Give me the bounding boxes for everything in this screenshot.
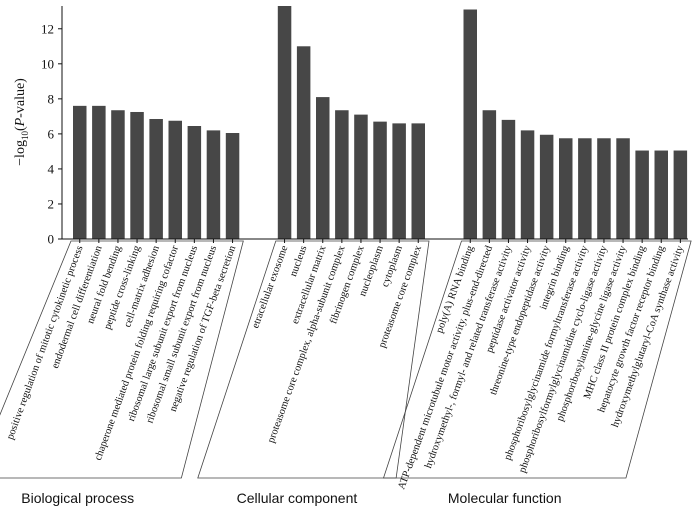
bar	[578, 138, 592, 239]
bar	[187, 126, 202, 239]
x-axis	[62, 238, 688, 243]
x-tick-labels: positive regulation of mitotic cytokinet…	[5, 244, 687, 491]
bar	[673, 150, 688, 239]
group-labels: Biological process Cellular component Mole…	[21, 490, 561, 506]
bar	[277, 6, 292, 239]
bar	[539, 134, 554, 239]
bar	[92, 105, 106, 239]
y-tick-label: 6	[48, 126, 55, 141]
group-label: Biological process	[21, 490, 134, 506]
group-bracket	[0, 240, 244, 479]
bar	[392, 123, 406, 239]
y-tick-label: 2	[48, 196, 55, 211]
y-tick-label: 10	[41, 56, 54, 71]
bar	[501, 119, 516, 239]
bars	[73, 6, 688, 240]
bar	[559, 138, 573, 239]
bar	[411, 123, 425, 239]
bar	[482, 110, 497, 239]
bar	[635, 150, 649, 239]
bar	[111, 110, 125, 239]
group-label: Molecular function	[448, 490, 562, 506]
bar	[373, 121, 387, 239]
bar	[296, 46, 311, 240]
group-bracket	[382, 240, 692, 479]
y-tick-label: 8	[48, 91, 55, 106]
y-tick-label: 12	[41, 21, 54, 36]
x-tick-label: positive regulation of mitotic cytokinet…	[5, 244, 86, 441]
bar	[206, 130, 221, 239]
bar	[520, 130, 535, 239]
bar	[73, 105, 87, 239]
bar	[168, 120, 182, 239]
y-tick-label: 4	[48, 161, 55, 176]
bar	[654, 150, 668, 239]
bar	[335, 110, 349, 239]
x-tick-label: nucleus	[288, 244, 309, 278]
y-tick-label: 0	[48, 232, 55, 247]
bar	[316, 97, 330, 239]
y-axis: 0 2 4 6 8 10 12	[41, 6, 63, 247]
bar	[354, 114, 368, 239]
bar	[616, 138, 630, 239]
y-axis-label: −log10(P-value)	[13, 78, 30, 166]
bar	[130, 111, 144, 239]
bar	[597, 138, 611, 239]
group-boxes	[0, 240, 692, 479]
group-label: Cellular component	[237, 490, 358, 506]
bar	[149, 118, 163, 239]
bar	[225, 133, 240, 239]
bar	[463, 9, 477, 240]
